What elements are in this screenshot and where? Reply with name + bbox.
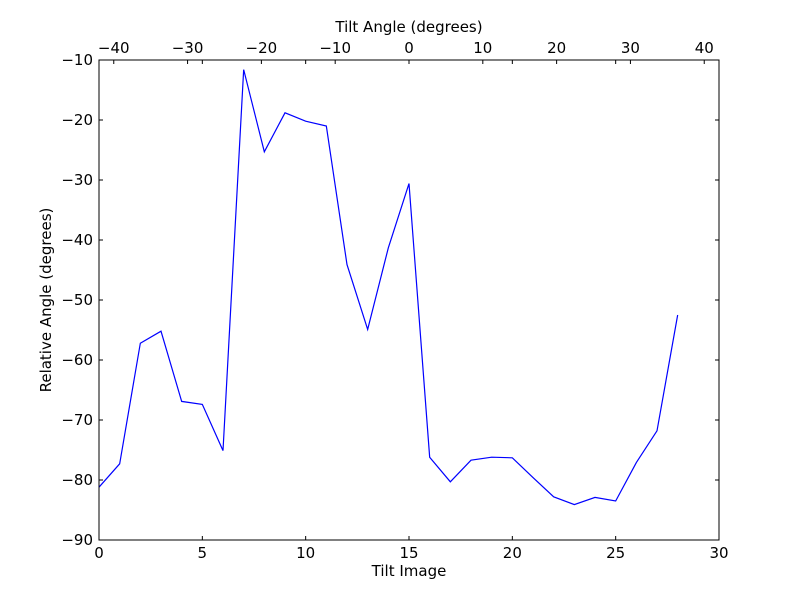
y-tick-label: −60 <box>61 351 93 369</box>
secondary-x-tick-label: −10 <box>319 39 351 57</box>
y-tick-label: −80 <box>61 471 93 489</box>
x-tick-label: 0 <box>94 544 104 562</box>
series-layer <box>98 69 679 506</box>
x-axis-title: Tilt Image <box>371 562 447 580</box>
x-tick-label: 25 <box>606 544 625 562</box>
y-tick-label: −40 <box>61 231 93 249</box>
y-tick-label: −30 <box>61 171 93 189</box>
x-tick-label: 5 <box>198 544 208 562</box>
y-tick-label: −10 <box>61 51 93 69</box>
series-line <box>98 69 679 506</box>
secondary-x-tick-label: 10 <box>473 39 492 57</box>
secondary-x-axis-title: Tilt Angle (degrees) <box>334 18 482 36</box>
y-tick-label: −50 <box>61 291 93 309</box>
x-tick-label: 10 <box>296 544 315 562</box>
x-tick-label: 30 <box>709 544 728 562</box>
y-axis-title: Relative Angle (degrees) <box>37 208 55 393</box>
secondary-x-tick-label: 40 <box>695 39 714 57</box>
y-tick-label: −20 <box>61 111 93 129</box>
secondary-x-tick-label: −20 <box>246 39 278 57</box>
x-tick-label: 15 <box>399 544 418 562</box>
y-tick-label: −70 <box>61 411 93 429</box>
secondary-x-tick-label: −40 <box>98 39 130 57</box>
secondary-x-tick-label: 30 <box>621 39 640 57</box>
secondary-x-tick-label: 0 <box>404 39 414 57</box>
y-tick-label: −90 <box>61 531 93 549</box>
x-tick-label: 20 <box>503 544 522 562</box>
secondary-x-tick-label: −30 <box>172 39 204 57</box>
plot-area <box>99 60 719 540</box>
secondary-x-tick-label: 20 <box>547 39 566 57</box>
ticks-layer: 0 5 10 15 20 25 30 −40 −30 −20 −10 0 10 20 30 40 −90 −80 −… <box>61 39 728 562</box>
